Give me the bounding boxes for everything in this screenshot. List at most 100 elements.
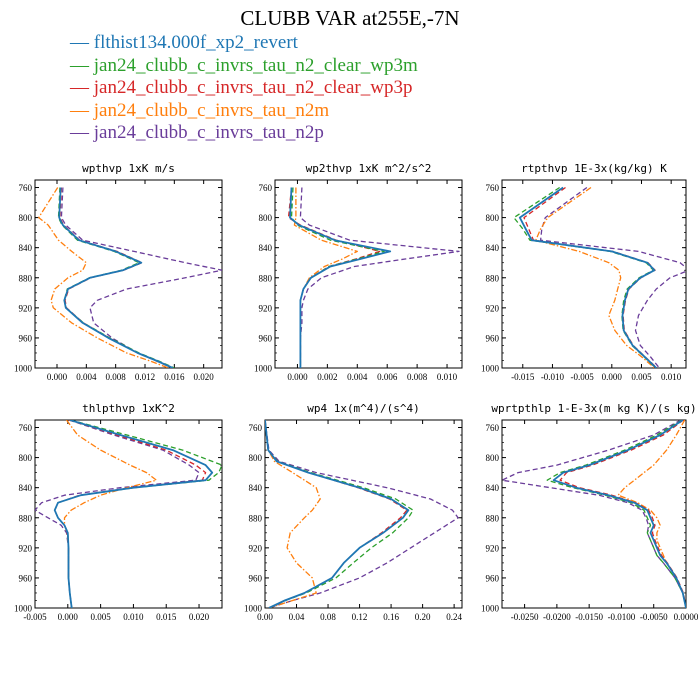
panel-2: wp2thvp 1xK m^2/s^2 760 800 840 880 920 960 100… [254, 162, 463, 382]
x-tick-label: 0.006 [377, 372, 398, 382]
series-group [38, 187, 222, 368]
series-line [54, 420, 207, 608]
x-tick-label: 0.020 [194, 372, 215, 382]
legend-item: — jan24_clubb_c_invrs_tau_n2_clear_wp3m [70, 54, 418, 76]
x-tick-label: 0.00 [257, 612, 273, 622]
series-line [546, 420, 686, 608]
series-line [502, 420, 686, 608]
series-line [539, 186, 686, 368]
series-group [265, 420, 459, 608]
x-tick-label: 0.20 [415, 612, 431, 622]
series-line [265, 420, 410, 608]
y-tick-label: 880 [486, 273, 500, 283]
series-line [617, 420, 686, 608]
panel-title: wprtpthlp 1-E-3x(m kg K)/(s kg) [491, 402, 696, 415]
figure-title: CLUBB VAR at255E,-7N [240, 6, 460, 30]
series-line [60, 187, 222, 368]
panel-title: wpthvp 1xK m/s [82, 162, 175, 175]
y-tick-label: 760 [486, 423, 500, 433]
series-line [38, 187, 169, 368]
y-tick-label: 1000 [14, 364, 33, 374]
y-tick-label: 840 [19, 243, 33, 253]
series-line [265, 420, 414, 608]
series-line [513, 186, 657, 368]
y-tick-label: 840 [486, 483, 500, 493]
panel-title: wp4 1x(m^4)/(s^4) [307, 402, 420, 415]
series-group [35, 420, 222, 608]
y-tick-label: 800 [486, 453, 500, 463]
panel-frame [264, 419, 463, 609]
y-tick-label: 880 [249, 513, 263, 523]
legend-item: — jan24_clubb_c_invrs_tau_n2p [70, 122, 324, 143]
x-tick-label: 0.010 [123, 612, 144, 622]
y-tick-label: 800 [19, 453, 33, 463]
y-tick-label: 920 [259, 303, 273, 313]
legend: — flthist134.000f_xp2_revert — jan24_club… [70, 32, 418, 145]
panel-frame [501, 419, 687, 609]
y-tick-label: 1000 [481, 364, 500, 374]
y-tick-label: 800 [249, 453, 263, 463]
panel-frame [501, 179, 687, 369]
series-line [559, 420, 686, 608]
y-tick-label: 760 [486, 183, 500, 193]
x-tick-label: -0.0250 [511, 612, 539, 622]
series-line [58, 187, 174, 368]
y-tick-label: 960 [19, 573, 33, 583]
x-tick-label: 0.12 [352, 612, 368, 622]
x-tick-label: 0.08 [320, 612, 336, 622]
series-line [518, 186, 657, 368]
y-tick-label: 920 [19, 303, 33, 313]
x-tick-label: 0.010 [437, 372, 458, 382]
x-tick-label: 0.004 [347, 372, 368, 382]
x-tick-label: 0.000 [47, 372, 68, 382]
series-line [265, 420, 459, 608]
y-tick-label: 1000 [14, 604, 33, 614]
panel-5: wp4 1x(m^4)/(s^4)76080084088092096010000… [244, 402, 463, 622]
panel-title: wp2thvp 1xK m^2/s^2 [306, 162, 432, 175]
series-line [535, 186, 655, 368]
x-tick-label: -0.0150 [575, 612, 603, 622]
x-tick-label: 0.010 [661, 372, 682, 382]
y-tick-label: 880 [19, 513, 33, 523]
y-tick-label: 840 [19, 483, 33, 493]
x-tick-label: 0.016 [164, 372, 185, 382]
x-tick-label: 0.000 [58, 612, 79, 622]
y-tick-label: 920 [486, 543, 500, 553]
x-tick-label: 0.004 [76, 372, 97, 382]
y-tick-label: 1000 [481, 604, 500, 614]
y-tick-label: 760 [19, 423, 33, 433]
y-tick-label: 880 [259, 273, 273, 283]
x-tick-label: 0.002 [317, 372, 337, 382]
series-line [552, 420, 686, 608]
panel-frame [34, 179, 223, 369]
series-line [57, 187, 175, 368]
y-tick-label: 1000 [254, 364, 273, 374]
y-tick-label: 920 [249, 543, 263, 553]
y-tick-label: 840 [486, 243, 500, 253]
x-tick-label: -0.010 [541, 372, 565, 382]
series-line [265, 420, 408, 608]
y-tick-label: 880 [486, 513, 500, 523]
panel-4: thlpthvp 1xK^2 760 800 840 880 920 960 1000-0.0… [14, 402, 223, 622]
y-tick-label: 1000 [244, 604, 263, 614]
y-tick-label: 960 [249, 573, 263, 583]
x-tick-label: 0.16 [383, 612, 399, 622]
series-line [265, 420, 321, 608]
y-tick-label: 880 [19, 273, 33, 283]
panel-title: thlpthvp 1xK^2 [82, 402, 175, 415]
y-tick-label: 800 [19, 213, 33, 223]
series-line [523, 186, 658, 368]
legend-item: — jan24_clubb_c_invrs_tau_n2m [70, 99, 330, 121]
y-tick-label: 760 [249, 423, 263, 433]
x-tick-label: 0.005 [631, 372, 652, 382]
y-tick-label: 840 [259, 243, 273, 253]
panel-3: rtpthvp 1E-3x(kg/kg) K 760 800 840 880 920 960… [481, 162, 687, 382]
x-tick-label: -0.0050 [640, 612, 668, 622]
panel-6: wprtpthlp 1-E-3x(m kg K)/(s kg) 760 800 840… [481, 402, 699, 622]
y-tick-label: 800 [486, 213, 500, 223]
series-line [290, 187, 385, 368]
x-tick-label: -0.005 [23, 612, 47, 622]
x-tick-label: -0.0200 [543, 612, 571, 622]
series-line [54, 420, 222, 608]
x-tick-label: -0.0100 [608, 612, 636, 622]
